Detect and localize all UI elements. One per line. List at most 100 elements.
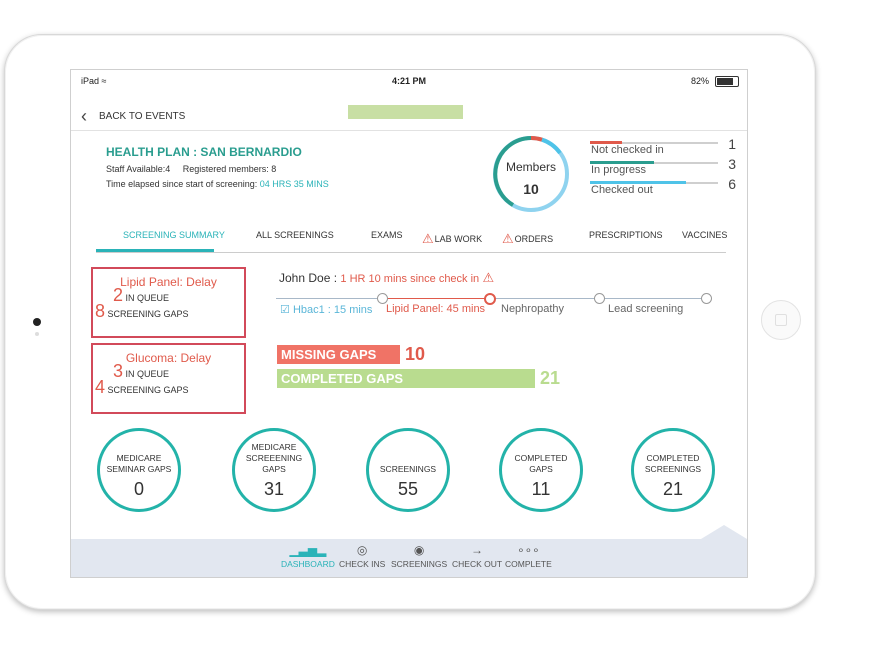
timeline-dot [377,293,388,304]
user-icon: ◎ [356,543,368,557]
screen: iPad ≈ 4:21 PM 82% ‹ BACK TO EVENTS HEALT… [70,69,748,578]
staff-info: Staff Available:4 Registered members: 8 [106,164,329,174]
screening-tabs: SCREENING SUMMARY ALL SCREENINGS EXAMS ⚠… [96,220,728,253]
missing-gaps-value: 10 [405,344,426,364]
legend-bar [590,141,622,144]
members-count: 10 [523,181,539,197]
delay-card[interactable]: Glucoma: Delay 3 IN QUEUE 4 SCREENING GA… [91,343,246,414]
legend-count: 3 [728,156,736,172]
battery-icon [715,76,739,87]
wifi-icon: ≈ [101,76,107,86]
legend-label: Not checked in [591,144,664,156]
home-icon [775,314,787,326]
members-ring [493,135,569,212]
timeline-step[interactable]: ☑ Hbac1 : 15 mins [280,304,373,316]
tab-screening-summary[interactable]: SCREENING SUMMARY [123,230,225,240]
legend-bar [590,181,686,184]
queue-label: IN QUEUE [125,369,170,379]
stat-value: 31 [263,479,285,499]
members-donut: Members 10 [491,134,571,214]
stat-circle[interactable]: SCREENINGS 55 [366,428,450,512]
active-tab-indicator [96,249,214,252]
tab-screenings[interactable]: ◉ SCREENINGS [391,543,448,569]
back-label: BACK TO EVENTS [99,111,186,122]
gaps-row: 4 SCREENING GAPS [93,378,244,397]
stat-label: COMPLETED SCREENINGS [644,453,702,474]
elapsed-label: Time elapsed since start of screening: [106,179,258,189]
delay-title: Glucoma: Delay [125,351,212,365]
tab-check-ins[interactable]: ◎ CHECK INS [339,543,386,569]
stat-label: MEDICARE SEMINAR GAPS [106,453,172,474]
clock: 4:21 PM [391,76,426,86]
stat-label: COMPLETED GAPS [514,453,568,474]
elapsed-value: 04 HRS 35 MINS [259,179,329,189]
staff-available: Staff Available:4 [106,164,171,174]
chevron-left-icon: ‹ [81,106,87,126]
stat-circle[interactable]: MEDICARE SCREEENING GAPS 31 [232,428,316,512]
queue-row: 3 IN QUEUE [93,362,244,381]
registered-members: Registered members: 8 [182,164,277,174]
tab-prescriptions[interactable]: PRESCRIPTIONS [589,230,663,240]
bar-chart-icon: ▁▃▅▂ [289,543,327,557]
queue-row: 2 IN QUEUE [93,286,244,305]
plan-info: HEALTH PLAN : SAN BERNARDIO Staff Availa… [106,145,329,189]
timeline-step[interactable]: Lead screening [608,303,684,315]
missing-gaps-bar: MISSING GAPS [277,345,400,364]
stat-value: 55 [397,479,419,499]
gaps-count: 4 [95,377,106,397]
elapsed-info: Time elapsed since start of screening: 0… [106,179,329,189]
gaps-label: SCREENING GAPS [107,385,189,395]
camera-sensor [35,332,39,336]
stat-circle[interactable]: COMPLETED GAPS 11 [499,428,583,512]
stat-value: 0 [133,479,144,499]
tab-orders[interactable]: ⚠ORDERS [502,231,554,246]
eye-icon: ◉ [413,543,425,557]
tab-lab-work[interactable]: ⚠LAB WORK [422,231,483,246]
tab-vaccines[interactable]: VACCINES [682,230,728,240]
stat-label: SCREENINGS [379,464,437,474]
delay-title: Lipid Panel: Delay [120,275,217,289]
completed-gaps-bar: COMPLETED GAPS [277,369,535,388]
home-button[interactable] [761,300,801,340]
patient-status[interactable]: John Doe : 1 HR 10 mins since check in ⚠ [279,270,494,286]
tab-complete[interactable]: ∘∘∘ COMPLETE [505,543,552,569]
tabbar-notch [701,525,747,539]
warning-icon: ⚠ [502,231,514,246]
tab-all-screenings[interactable]: ALL SCREENINGS [256,230,334,240]
delay-card[interactable]: Lipid Panel: Delay 2 IN QUEUE 8 SCREENIN… [91,267,246,338]
legend-row: In progress 3 [588,156,736,178]
patient-name: John Doe : [279,271,338,285]
title-placeholder-bar [348,105,463,119]
timeline-dot [594,293,605,304]
gaps-label: SCREENING GAPS [107,309,189,319]
warning-icon: ⚠ [482,270,495,285]
carrier-label: iPad ≈ [81,76,107,86]
tab-exams[interactable]: EXAMS [371,230,403,240]
patient-alert: 1 HR 10 mins since check in [340,273,480,285]
stat-value: 11 [531,479,551,499]
stat-circle[interactable]: MEDICARE SEMINAR GAPS 0 [97,428,181,512]
timeline-dot [701,293,712,304]
back-button[interactable]: ‹ BACK TO EVENTS [81,103,186,126]
timeline-step[interactable]: Lipid Panel: 45 mins [386,303,486,315]
dots-icon: ∘∘∘ [517,543,540,557]
nav-bar: ‹ BACK TO EVENTS [71,92,747,131]
warning-icon: ⚠ [422,231,434,246]
completed-gaps-value: 21 [540,368,561,388]
timeline-step[interactable]: Nephropathy [501,303,564,315]
stat-circle[interactable]: COMPLETED SCREENINGS 21 [631,428,715,512]
timeline-dot [484,293,496,305]
tab-check-out[interactable]: → CHECK OUT [452,543,503,569]
status-legend: Not checked in 1 In progress 3 Checked o… [588,136,736,198]
queue-count: 2 [113,285,124,305]
gaps-count: 8 [95,301,106,321]
members-label: Members [505,160,556,174]
gaps-row: 8 SCREENING GAPS [93,302,244,321]
stat-label: MEDICARE SCREEENING GAPS [245,442,303,474]
queue-count: 3 [113,361,124,381]
bottom-tab-bar: ▁▃▅▂ DASHBOARD ◎ CHECK INS ◉ SCREENINGS → CH… [71,539,747,577]
legend-count: 6 [728,176,736,192]
legend-count: 1 [728,136,736,152]
tab-dashboard[interactable]: ▁▃▅▂ DASHBOARD [281,543,335,569]
legend-row: Not checked in 1 [588,136,736,158]
